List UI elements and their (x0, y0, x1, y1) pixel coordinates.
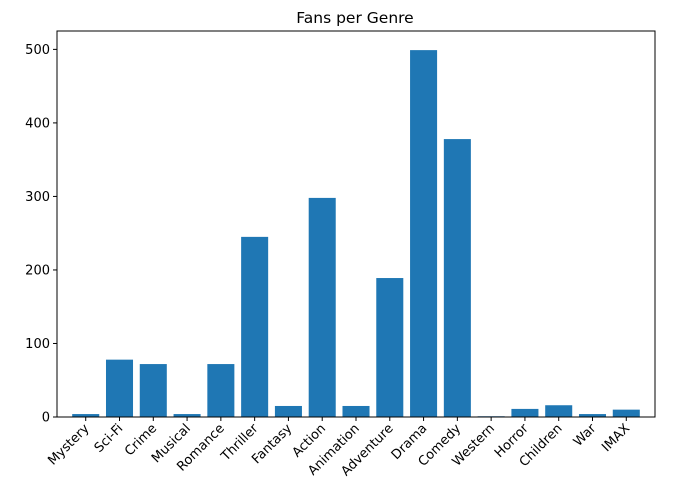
bar-sci-fi (105, 359, 134, 417)
x-axis: Mystery Sci-FiCrimeMusicalRomanceThriller… (45, 417, 633, 479)
bar-children (545, 405, 573, 417)
bar-mystery (72, 414, 100, 417)
y-tick-label: 400 (25, 116, 50, 131)
bar-imax (612, 409, 640, 417)
plot-frame (56, 30, 656, 418)
bars-group (72, 50, 640, 418)
x-tick-label: Mystery (45, 421, 92, 468)
bar-horror (511, 408, 539, 417)
x-tick-label: War (571, 421, 600, 450)
chart-title: Fans per Genre (296, 9, 413, 27)
y-tick-label: 300 (25, 190, 50, 205)
bar-musical (173, 414, 201, 417)
bar-animation (342, 405, 370, 417)
x-tick-label: Sci-Fi (92, 421, 127, 456)
x-tick-label: IMAX (599, 421, 633, 455)
bar-war (578, 414, 607, 417)
y-axis: 0 100 200 300 400 500 (25, 43, 57, 426)
bar-fantasy (274, 405, 302, 417)
bar-drama (410, 50, 438, 418)
bar-crime (139, 364, 167, 417)
y-tick-label: 100 (25, 337, 50, 352)
bar-comedy (443, 139, 471, 417)
y-tick-label: 200 (25, 263, 50, 278)
bar-romance (207, 364, 235, 417)
bar-action (308, 197, 336, 417)
y-tick-label: 0 (42, 411, 50, 426)
bar-adventure (376, 278, 404, 417)
y-tick-label: 500 (25, 43, 50, 58)
bar-thriller (241, 236, 269, 417)
